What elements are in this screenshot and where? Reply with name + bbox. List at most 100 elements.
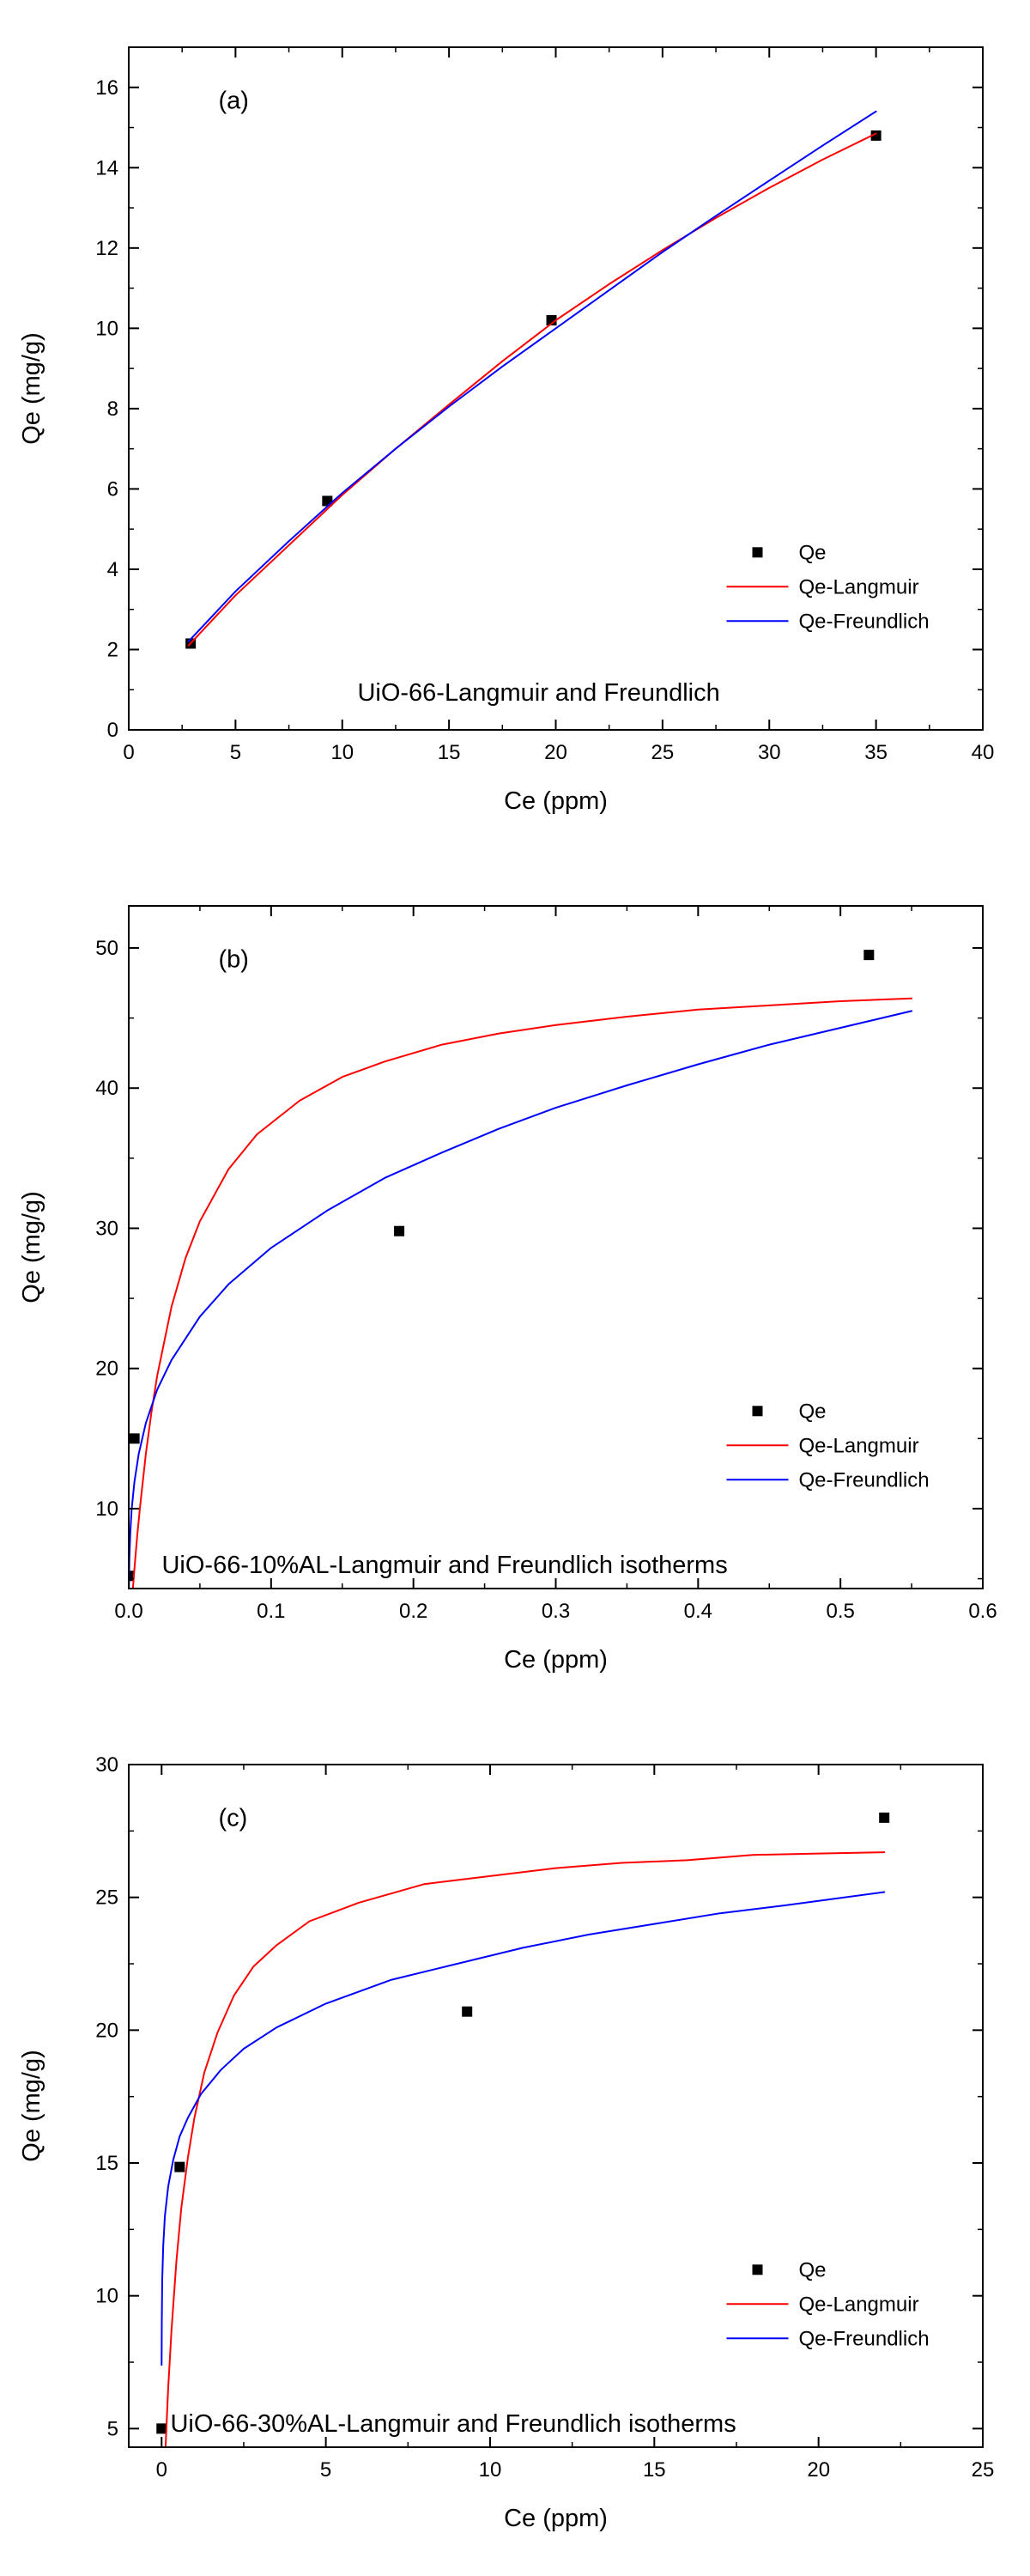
data-point-marker bbox=[394, 1225, 405, 1236]
y-tick-label: 8 bbox=[107, 398, 118, 421]
data-point-marker bbox=[129, 1571, 134, 1582]
x-tick-label: 0.5 bbox=[827, 1600, 855, 1623]
panel-label: (b) bbox=[219, 946, 249, 974]
legend-label: Qe bbox=[799, 541, 827, 564]
qe-data-points bbox=[129, 950, 875, 1582]
y-tick-label: 20 bbox=[95, 1358, 118, 1381]
major-ticks bbox=[129, 1764, 984, 2447]
x-tick-label: 10 bbox=[479, 2458, 502, 2482]
legend-marker-sample bbox=[752, 547, 763, 558]
legend-label: Qe-Freundlich bbox=[799, 2327, 930, 2350]
y-tick-label: 0 bbox=[107, 719, 118, 742]
y-axis-title: Qe (mg/g) bbox=[18, 1191, 45, 1303]
y-tick-label: 25 bbox=[95, 1886, 118, 1910]
x-tick-label: 0.3 bbox=[542, 1600, 570, 1623]
legend-label: Qe-Langmuir bbox=[799, 1434, 919, 1457]
data-point-marker bbox=[879, 1812, 890, 1823]
qe-freundlich-curve bbox=[187, 110, 877, 643]
minor-ticks bbox=[129, 46, 983, 730]
tick-labels: 0 5 10 15 20 25 5 10 15 20 25 30 bbox=[95, 1753, 994, 2482]
chart-panel-c: 0 5 10 15 20 25 5 10 15 20 25 30 Ce (ppm) Qe (mg/g) (c… bbox=[0, 1717, 1030, 2576]
qe-langmuir-curve bbox=[187, 132, 877, 647]
qe-langmuir-curve bbox=[164, 1851, 886, 2447]
minor-ticks bbox=[129, 1765, 983, 2447]
major-ticks bbox=[128, 906, 984, 1589]
y-axis-title: Qe (mg/g) bbox=[18, 2050, 45, 2162]
x-tick-label: 15 bbox=[438, 741, 461, 764]
legend-label: Qe-Freundlich bbox=[799, 610, 930, 633]
x-tick-label: 0 bbox=[123, 741, 134, 764]
legend-marker-sample bbox=[752, 2264, 763, 2275]
data-point-marker bbox=[462, 2006, 473, 2017]
legend-marker-sample bbox=[752, 1406, 763, 1417]
y-tick-label: 40 bbox=[95, 1077, 118, 1100]
legend-label: Qe bbox=[799, 2258, 827, 2281]
x-tick-label: 0.0 bbox=[114, 1600, 142, 1623]
chart-panel-b: 0.0 0.1 0.2 0.3 0.4 0.5 0.6 10 20 30 40 50 Ce (ppm) Q… bbox=[0, 859, 1030, 1717]
data-point-marker bbox=[863, 950, 875, 961]
x-tick-label: 25 bbox=[972, 2458, 995, 2482]
data-point-marker bbox=[870, 130, 882, 141]
legend-label: Qe-Langmuir bbox=[799, 575, 919, 598]
y-tick-label: 10 bbox=[95, 1498, 118, 1521]
x-axis-title: Ce (ppm) bbox=[504, 787, 608, 815]
qe-data-points bbox=[185, 130, 882, 649]
inner-plot-title: UiO-66-10%AL-Langmuir and Freundlich iso… bbox=[161, 1552, 727, 1579]
x-tick-label: 20 bbox=[807, 2458, 830, 2482]
x-tick-label: 0.1 bbox=[257, 1600, 285, 1623]
data-point-marker bbox=[174, 2161, 185, 2172]
chart-b-svg: 0.0 0.1 0.2 0.3 0.4 0.5 0.6 10 20 30 40 50 Ce (ppm) Q… bbox=[18, 905, 997, 1674]
legend: Qe Qe-Langmuir Qe-Freundlich bbox=[726, 2258, 930, 2350]
x-tick-label: 5 bbox=[320, 2458, 331, 2482]
x-tick-label: 0 bbox=[156, 2458, 167, 2482]
major-ticks bbox=[128, 47, 984, 731]
plot-area bbox=[129, 950, 913, 1589]
x-tick-label: 30 bbox=[758, 741, 781, 764]
x-tick-label: 40 bbox=[972, 741, 995, 764]
inner-plot-title: UiO-66-30%AL-Langmuir and Freundlich iso… bbox=[170, 2410, 736, 2438]
legend-label: Qe-Langmuir bbox=[799, 2293, 919, 2316]
plot-area bbox=[156, 1812, 890, 2447]
legend: Qe Qe-Langmuir Qe-Freundlich bbox=[726, 541, 930, 633]
y-tick-label: 16 bbox=[95, 76, 118, 100]
y-tick-label: 5 bbox=[107, 2417, 118, 2440]
data-point-marker bbox=[546, 315, 557, 325]
y-tick-label: 2 bbox=[107, 639, 118, 662]
tick-labels: 0 5 10 15 20 25 30 35 40 0 2 4 6 8 10 12 14 16 bbox=[95, 76, 994, 764]
inner-plot-title: UiO-66-Langmuir and Freundlich bbox=[357, 679, 719, 707]
legend-label: Qe bbox=[799, 1400, 827, 1423]
plot-border bbox=[128, 1764, 984, 2448]
data-point-marker bbox=[156, 2423, 167, 2434]
y-tick-label: 50 bbox=[95, 937, 118, 960]
x-tick-label: 20 bbox=[544, 741, 567, 764]
x-tick-label: 0.6 bbox=[968, 1600, 997, 1623]
tick-labels: 0.0 0.1 0.2 0.3 0.4 0.5 0.6 10 20 30 40 50 bbox=[95, 937, 997, 1623]
y-tick-label: 14 bbox=[95, 156, 118, 179]
x-tick-label: 0.4 bbox=[684, 1600, 712, 1623]
y-tick-label: 15 bbox=[95, 2152, 118, 2175]
qe-langmuir-curve bbox=[131, 997, 913, 1589]
qe-data-points bbox=[156, 1812, 890, 2434]
x-tick-label: 0.2 bbox=[399, 1600, 427, 1623]
y-tick-label: 10 bbox=[95, 2285, 118, 2308]
legend-label: Qe-Freundlich bbox=[799, 1468, 930, 1492]
data-point-marker bbox=[129, 1433, 140, 1444]
x-axis-title: Ce (ppm) bbox=[504, 1646, 608, 1674]
panel-label: (c) bbox=[219, 1805, 248, 1832]
chart-a-svg: 0 5 10 15 20 25 30 35 40 0 2 4 6 8 10 12 14 16 Ce (ppm) Qe … bbox=[18, 46, 994, 815]
y-tick-label: 10 bbox=[95, 317, 118, 340]
legend: Qe Qe-Langmuir Qe-Freundlich bbox=[726, 1400, 930, 1492]
panel-label: (a) bbox=[219, 88, 249, 115]
x-axis-title: Ce (ppm) bbox=[504, 2505, 608, 2532]
minor-ticks bbox=[129, 906, 983, 1589]
y-tick-label: 20 bbox=[95, 2019, 118, 2042]
plot-area bbox=[185, 110, 882, 649]
y-tick-label: 4 bbox=[107, 558, 118, 581]
x-tick-label: 25 bbox=[651, 741, 675, 764]
chart-panel-a: 0 5 10 15 20 25 30 35 40 0 2 4 6 8 10 12 14 16 Ce (ppm) Qe … bbox=[0, 0, 1030, 859]
x-tick-label: 10 bbox=[330, 741, 354, 764]
y-axis-title: Qe (mg/g) bbox=[18, 332, 45, 445]
y-tick-label: 12 bbox=[95, 237, 118, 260]
qe-freundlich-curve bbox=[161, 1891, 886, 2366]
